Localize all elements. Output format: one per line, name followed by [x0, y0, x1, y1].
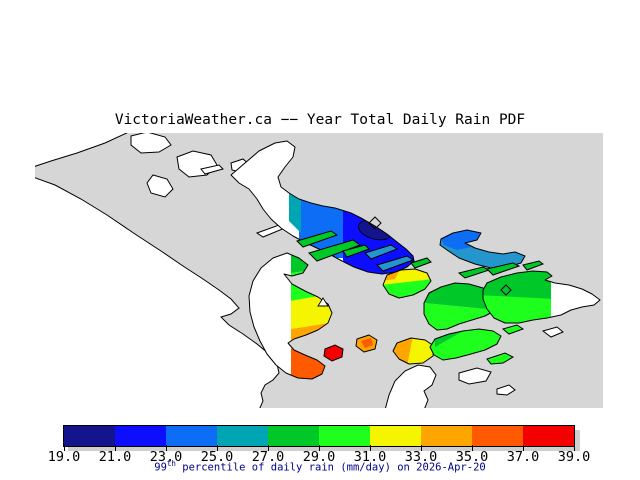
island-small-west — [146, 174, 174, 198]
colorbar-segment-2 — [166, 426, 217, 446]
colorbar-segment-0 — [64, 426, 115, 446]
islet-orange — [355, 334, 378, 353]
tick-label-39.0: 39.0 — [557, 449, 591, 465]
tick-label-29.0: 29.0 — [302, 449, 336, 465]
colorbar-segment-5 — [319, 426, 370, 446]
colorbar-segment-3 — [217, 426, 268, 446]
islet-wallace — [296, 230, 339, 248]
tick-mark-31.0 — [370, 445, 371, 451]
island-pender-north — [423, 282, 502, 331]
islet-green-se-2 — [486, 352, 515, 365]
islet-teal-2 — [376, 255, 415, 272]
islet-norway — [200, 164, 224, 175]
tick-label-27.0: 27.0 — [251, 449, 285, 465]
station-marker-triangle-saltspring — [317, 297, 329, 307]
tick-label-33.0: 33.0 — [404, 449, 438, 465]
tick-mark-19.0 — [64, 445, 65, 451]
tick-label-37.0: 37.0 — [506, 449, 540, 465]
sidney-islet — [458, 367, 492, 385]
tick-label-21.0: 21.0 — [98, 449, 132, 465]
tick-mark-27.0 — [268, 445, 269, 451]
tick-mark-25.0 — [217, 445, 218, 451]
tick-mark-33.0 — [421, 445, 422, 451]
islet-green-se-1 — [501, 324, 525, 335]
islet-white-se — [541, 326, 564, 338]
colorbar-caption: 99th percentile of daily rain (mm/day) o… — [0, 459, 640, 474]
colorbar-segment-6 — [370, 426, 421, 446]
tick-mark-29.0 — [319, 445, 320, 451]
tick-mark-23.0 — [166, 445, 167, 451]
islet-secretary — [308, 239, 362, 262]
caption-prefix: 99 — [154, 461, 167, 474]
tick-mark-39.0 — [574, 445, 575, 451]
tick-mark-35.0 — [472, 445, 473, 451]
caption-superscript: th — [166, 459, 176, 468]
islet-green-small — [410, 257, 432, 269]
colorbar-segment-9 — [523, 426, 574, 446]
tick-label-19.0: 19.0 — [47, 449, 81, 465]
tick-mark-21.0 — [115, 445, 116, 451]
small-islet-south — [496, 384, 516, 396]
colorbar-ticks: 19.0 21.0 23.0 25.0 27.0 29.0 31.0 33.0 35.0 37.0… — [48, 445, 590, 465]
vancouver-island-north-wedge — [35, 133, 128, 167]
tick-mark-37.0 — [523, 445, 524, 451]
islet-red — [323, 344, 344, 362]
island-thetis — [130, 133, 172, 154]
islet-samuel-2 — [486, 262, 521, 276]
tick-label-25.0: 25.0 — [200, 449, 234, 465]
colorbar-segment-4 — [268, 426, 319, 446]
tick-label-35.0: 35.0 — [455, 449, 489, 465]
tick-label-31.0: 31.0 — [353, 449, 387, 465]
colorbar-segment-8 — [472, 426, 523, 446]
islet-jackscrew — [342, 244, 370, 258]
colorbar-segment-7 — [421, 426, 472, 446]
saanich-peninsula — [385, 364, 437, 408]
colorbar-segment-1 — [115, 426, 166, 446]
station-marker-diamond-galiano — [368, 216, 382, 230]
station-marker-diamond-saturna — [500, 284, 512, 296]
islet-teal-1 — [364, 244, 399, 260]
tick-label-23.0: 23.0 — [149, 449, 183, 465]
rain-contour-map — [35, 133, 603, 408]
islet-samuel-3 — [522, 260, 545, 271]
vancouver-island-coast — [35, 177, 280, 408]
page-title: VictoriaWeather.ca −− Year Total Daily R… — [114, 112, 526, 128]
caption-rest: percentile of daily rain (mm/day) on 202… — [175, 461, 486, 474]
colorbar — [63, 425, 575, 447]
